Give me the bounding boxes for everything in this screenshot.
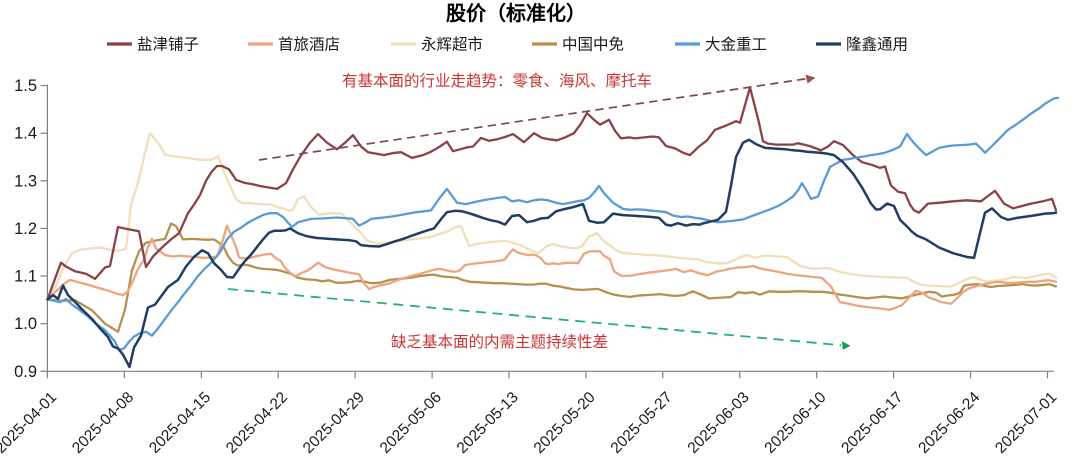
svg-text:1.4: 1.4 [14, 125, 37, 143]
svg-text:0.9: 0.9 [14, 363, 37, 381]
svg-text:有基本面的行业走趋势：零食、海风、摩托车: 有基本面的行业走趋势：零食、海风、摩托车 [342, 72, 652, 90]
svg-text:缺乏基本面的内需主题持续性差: 缺乏基本面的内需主题持续性差 [391, 333, 608, 351]
svg-text:股价（标准化）: 股价（标准化） [446, 1, 586, 25]
svg-text:首旅酒店: 首旅酒店 [278, 36, 340, 54]
svg-text:1.0: 1.0 [14, 315, 37, 333]
svg-text:1.5: 1.5 [14, 77, 37, 95]
svg-text:隆鑫通用: 隆鑫通用 [846, 36, 908, 54]
svg-text:1.1: 1.1 [14, 268, 37, 286]
svg-text:1.3: 1.3 [14, 172, 37, 190]
svg-text:盐津铺子: 盐津铺子 [137, 36, 199, 54]
svg-text:永辉超市: 永辉超市 [421, 36, 483, 54]
svg-text:1.2: 1.2 [14, 220, 37, 238]
svg-text:大金重工: 大金重工 [705, 36, 767, 54]
svg-text:中国中免: 中国中免 [562, 36, 624, 54]
